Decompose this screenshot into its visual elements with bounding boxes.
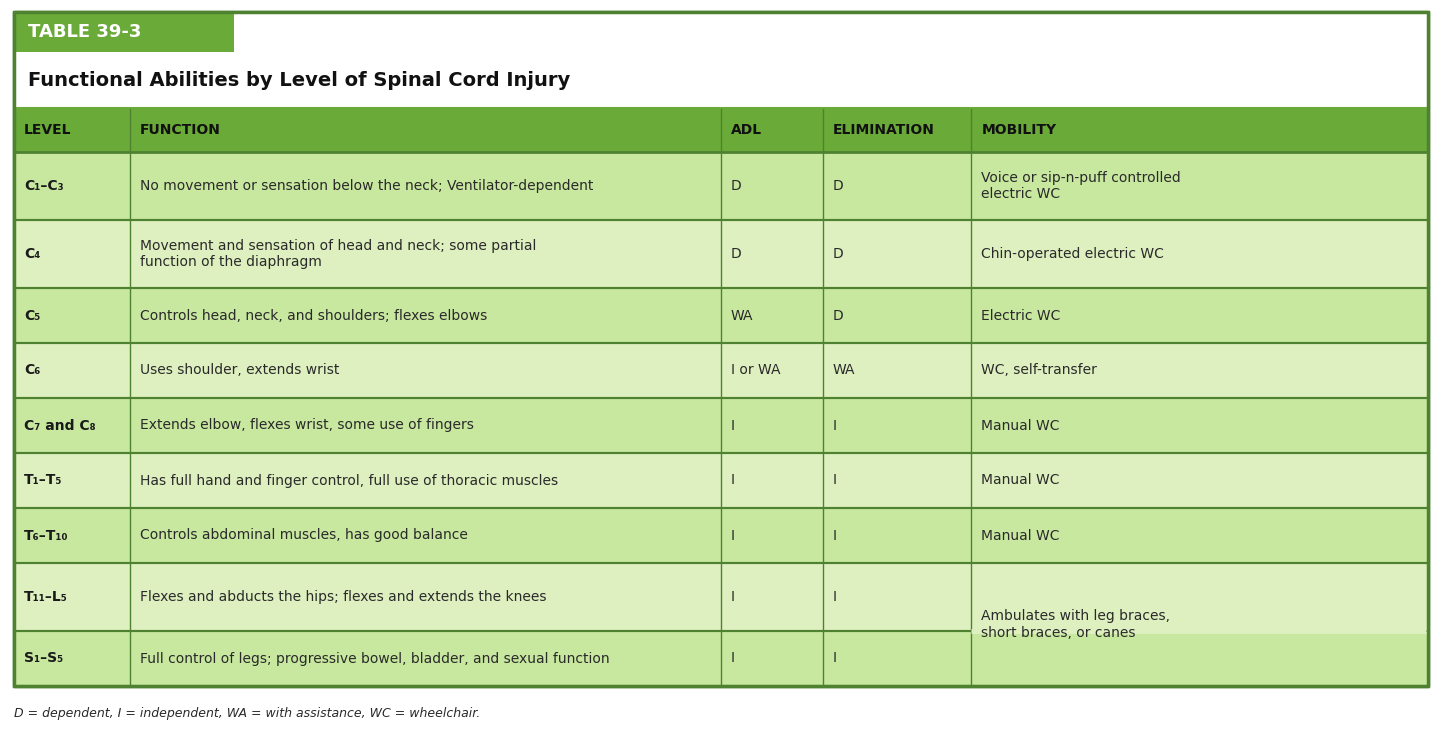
Text: Functional Abilities by Level of Spinal Cord Injury: Functional Abilities by Level of Spinal … [27,70,570,89]
Text: No movement or sensation below the neck; Ventilator-dependent: No movement or sensation below the neck;… [140,179,593,193]
Text: LEVEL: LEVEL [25,123,72,137]
Text: I: I [833,590,836,604]
Text: Chin-operated electric WC: Chin-operated electric WC [981,247,1164,261]
Bar [14,12,234,52]
Text: I: I [833,652,836,665]
Text: I: I [731,529,735,542]
Text: C₁–C₃: C₁–C₃ [25,179,63,193]
Bar [14,631,1428,686]
Text: D: D [731,247,741,261]
Bar [14,108,1428,152]
Text: ADL: ADL [731,123,763,137]
Text: ELIMINATION: ELIMINATION [833,123,934,137]
Text: T₆–T₁₀: T₆–T₁₀ [25,529,69,542]
Text: FUNCTION: FUNCTION [140,123,221,137]
Bar [14,220,1428,288]
Text: D: D [833,247,844,261]
Bar [14,343,1428,398]
Text: I: I [731,473,735,488]
Text: I or WA: I or WA [731,364,780,377]
Text: Has full hand and finger control, full use of thoracic muscles: Has full hand and finger control, full u… [140,473,558,488]
Text: Manual WC: Manual WC [981,529,1060,542]
Text: T₁₁–L₅: T₁₁–L₅ [25,590,68,604]
Text: Uses shoulder, extends wrist: Uses shoulder, extends wrist [140,364,339,377]
Text: I: I [833,529,836,542]
Text: WA: WA [833,364,855,377]
Bar [14,12,1428,686]
Bar [234,12,1428,52]
Text: C₅: C₅ [25,308,40,322]
Text: S₁–S₅: S₁–S₅ [25,652,63,665]
Bar [14,563,1428,631]
Text: Full control of legs; progressive bowel, bladder, and sexual function: Full control of legs; progressive bowel,… [140,652,610,665]
Bar [14,453,1428,508]
Text: MOBILITY: MOBILITY [981,123,1057,137]
Bar [14,52,1428,108]
Bar [14,152,1428,220]
Text: I: I [833,473,836,488]
Text: D: D [833,308,844,322]
Text: Electric WC: Electric WC [981,308,1061,322]
Text: I: I [833,419,836,433]
Text: T₁–T₅: T₁–T₅ [25,473,62,488]
Text: TABLE 39-3: TABLE 39-3 [27,23,141,41]
Text: I: I [731,419,735,433]
Bar [14,288,1428,343]
Text: Ambulates with leg braces,
short braces, or canes: Ambulates with leg braces, short braces,… [981,610,1171,640]
Text: WA: WA [731,308,754,322]
Text: I: I [731,652,735,665]
Text: D: D [833,179,844,193]
Text: D: D [731,179,741,193]
Text: Controls head, neck, and shoulders; flexes elbows: Controls head, neck, and shoulders; flex… [140,308,487,322]
Bar [14,398,1428,453]
Text: C₄: C₄ [25,247,40,261]
Text: Flexes and abducts the hips; flexes and extends the knees: Flexes and abducts the hips; flexes and … [140,590,547,604]
Text: I: I [731,590,735,604]
Text: Extends elbow, flexes wrist, some use of fingers: Extends elbow, flexes wrist, some use of… [140,419,474,433]
Text: Controls abdominal muscles, has good balance: Controls abdominal muscles, has good bal… [140,529,467,542]
Text: Movement and sensation of head and neck; some partial
function of the diaphragm: Movement and sensation of head and neck;… [140,239,536,269]
Text: C₆: C₆ [25,364,40,377]
Text: C₇ and C₈: C₇ and C₈ [25,419,95,433]
Text: Manual WC: Manual WC [981,473,1060,488]
Text: Manual WC: Manual WC [981,419,1060,433]
Bar [14,508,1428,563]
Text: WC, self-transfer: WC, self-transfer [981,364,1097,377]
Text: D = dependent, I = independent, WA = with assistance, WC = wheelchair.: D = dependent, I = independent, WA = wit… [14,707,480,721]
Text: Voice or sip-n-puff controlled
electric WC: Voice or sip-n-puff controlled electric … [981,171,1181,201]
